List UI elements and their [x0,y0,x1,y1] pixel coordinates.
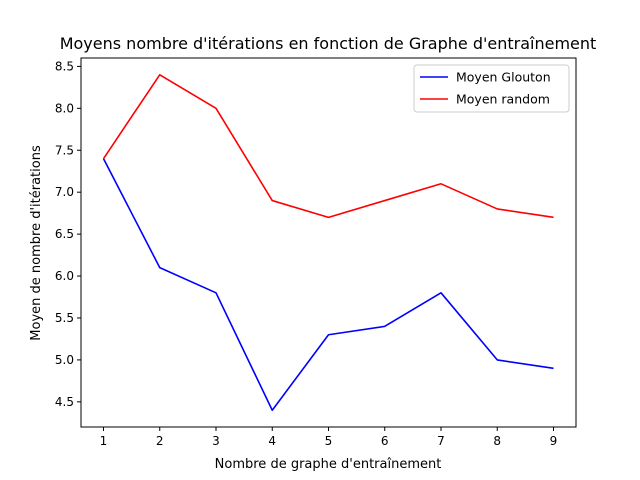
legend-label-2: Moyen random [456,92,550,107]
series-line-2 [102,73,554,219]
legend: Moyen Glouton Moyen random [413,64,570,113]
chart-title: Moyens nombre d'itérations en fonction d… [60,34,597,53]
x-axis: 1 2 3 4 5 6 7 8 9 [100,427,558,448]
plot-frame [80,57,577,428]
plot-area [80,57,577,428]
x-tick-label: 9 [550,434,558,448]
y-tick-label: 6.5 [55,227,74,241]
x-tick-label: 1 [100,434,108,448]
series-line-1 [102,158,554,412]
y-tick-label: 4.5 [55,395,74,409]
x-tick-label: 7 [437,434,445,448]
y-tick-label: 7.5 [55,143,74,157]
y-tick-label: 5.5 [55,311,74,325]
y-tick-label: 8.0 [55,101,74,115]
x-tick-label: 6 [381,434,389,448]
x-tick-label: 2 [156,434,164,448]
y-tick-label: 6.0 [55,269,74,283]
x-tick-label: 4 [268,434,276,448]
legend-label-1: Moyen Glouton [456,70,551,85]
y-axis-label: Moyen de nombre d'itérations [29,145,44,341]
x-tick-label: 8 [493,434,501,448]
legend-box [413,64,570,113]
x-tick-label: 5 [325,434,333,448]
series-layer [102,73,554,412]
y-tick-label: 8.5 [55,59,74,73]
y-axis: 4.5 5.0 5.5 6.0 6.5 7.0 7.5 8.0 8.5 [55,59,81,409]
y-tick-label: 5.0 [55,353,74,367]
x-tick-label: 3 [212,434,220,448]
y-tick-label: 7.0 [55,185,74,199]
x-axis-label: Nombre de graphe d'entraînement [215,457,442,472]
